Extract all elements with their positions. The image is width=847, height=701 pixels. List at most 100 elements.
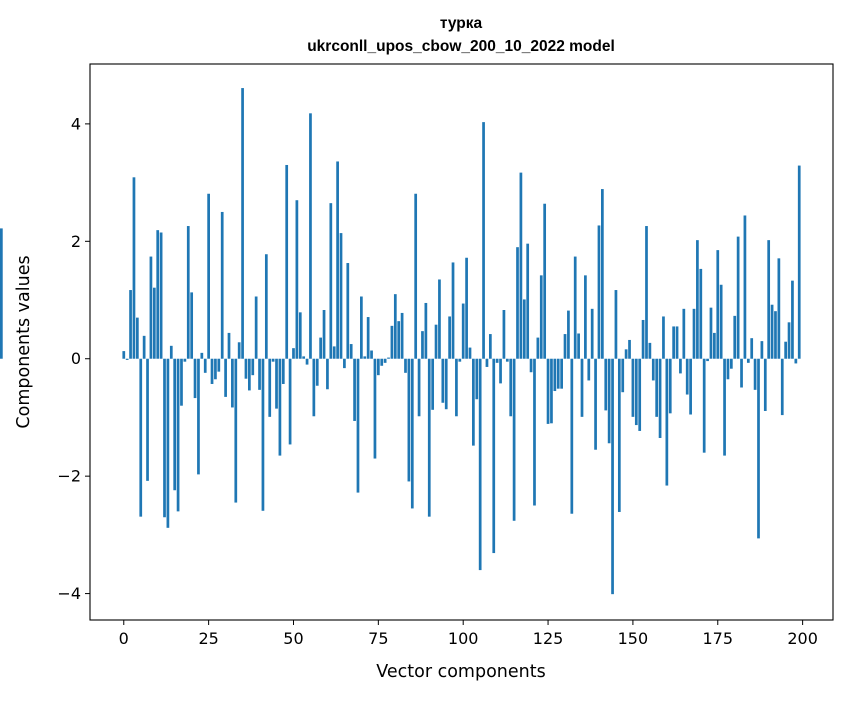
bar-78 — [387, 357, 390, 359]
bar-44 — [271, 358, 275, 362]
bar-105 — [478, 358, 482, 571]
bar-82 — [400, 312, 404, 359]
bar-60 — [326, 358, 329, 390]
bar-97 — [451, 262, 455, 359]
bar-22 — [197, 358, 200, 475]
bar-24 — [203, 358, 207, 373]
bar-56 — [312, 358, 316, 417]
bar-149 — [628, 339, 631, 359]
bar-170 — [699, 268, 703, 359]
bar-137 — [587, 358, 591, 381]
bar-40 — [258, 358, 261, 390]
y-tick-label: 2 — [71, 232, 81, 251]
bar-159 — [662, 316, 665, 359]
bar-167 — [689, 358, 692, 415]
x-tick-label: 200 — [787, 629, 818, 648]
x-tick-label: 75 — [368, 629, 388, 648]
bar-192 — [774, 311, 777, 359]
bar-68 — [353, 358, 356, 421]
bar-109 — [492, 358, 496, 554]
bar-58 — [319, 337, 322, 359]
bar-160 — [665, 358, 669, 486]
bar-71 — [363, 356, 367, 359]
bar-46 — [278, 358, 282, 456]
bar-165 — [682, 308, 686, 359]
bar-90 — [427, 358, 431, 517]
bar-10 — [156, 230, 160, 359]
bar-138 — [590, 308, 594, 359]
bar-17 — [180, 358, 183, 406]
bar-135 — [580, 358, 584, 417]
bar-153 — [641, 319, 645, 359]
bar-131 — [567, 310, 570, 359]
bar-133 — [573, 256, 577, 359]
bar-114 — [509, 358, 513, 417]
bar-99 — [458, 358, 462, 362]
bar-197 — [791, 280, 794, 359]
bar-59 — [322, 310, 326, 359]
bar-0 — [122, 351, 126, 359]
bar-33 — [234, 358, 238, 503]
bar-176 — [719, 284, 723, 359]
bar-67 — [349, 344, 353, 359]
bar-145 — [614, 290, 618, 359]
bar-28 — [217, 358, 221, 372]
bar-182 — [740, 358, 743, 388]
y-tick-label: 4 — [71, 114, 81, 133]
bar-98 — [455, 358, 458, 417]
bar-119 — [526, 243, 530, 359]
bar-43 — [268, 358, 272, 417]
bar-162 — [672, 326, 675, 359]
bar-36 — [244, 358, 248, 379]
bar-106 — [482, 122, 485, 359]
bar-151 — [634, 358, 638, 426]
bar-168 — [692, 308, 696, 359]
bar-55 — [309, 113, 312, 359]
bar-91 — [431, 358, 435, 410]
bar-125 — [546, 358, 550, 424]
bar-123 — [539, 275, 543, 359]
bar-100 — [461, 303, 465, 359]
bars-group — [0, 88, 801, 595]
bar-102 — [468, 347, 472, 359]
bar-148 — [624, 349, 628, 359]
y-tick-label: −2 — [57, 467, 81, 486]
bar-132 — [570, 358, 574, 514]
bar-101 — [465, 257, 468, 359]
bar-179 — [729, 358, 733, 369]
bar-37 — [248, 358, 251, 391]
bar-29 — [220, 211, 224, 359]
y-tick-label: −4 — [57, 584, 81, 603]
bar-140 — [597, 225, 601, 359]
bar-142 — [604, 358, 608, 411]
bar-57 — [315, 358, 319, 386]
bar-79 — [390, 325, 394, 359]
bar-69 — [356, 358, 360, 493]
bar-181 — [736, 236, 740, 359]
bar-175 — [716, 250, 720, 359]
bar-50 — [292, 348, 295, 359]
bar-154 — [645, 226, 648, 359]
bar-166 — [685, 358, 689, 395]
bar-undefined — [0, 228, 3, 359]
bar-95 — [444, 358, 448, 410]
bar-136 — [584, 275, 587, 359]
bar-15 — [173, 358, 177, 491]
bar-21 — [193, 358, 197, 399]
bar-152 — [638, 358, 642, 431]
bar-139 — [594, 358, 597, 450]
bar-164 — [679, 358, 682, 374]
bar-108 — [488, 334, 492, 359]
chart-title: турка — [440, 15, 483, 32]
bar-198 — [794, 358, 798, 364]
bar-23 — [200, 352, 204, 359]
bar-63 — [336, 161, 339, 359]
bar-64 — [339, 233, 343, 359]
bar-178 — [726, 358, 730, 380]
bar-30 — [224, 358, 227, 397]
bar-26 — [210, 358, 214, 384]
bar-161 — [668, 358, 672, 414]
bar-81 — [397, 321, 401, 359]
bar-169 — [696, 240, 699, 359]
